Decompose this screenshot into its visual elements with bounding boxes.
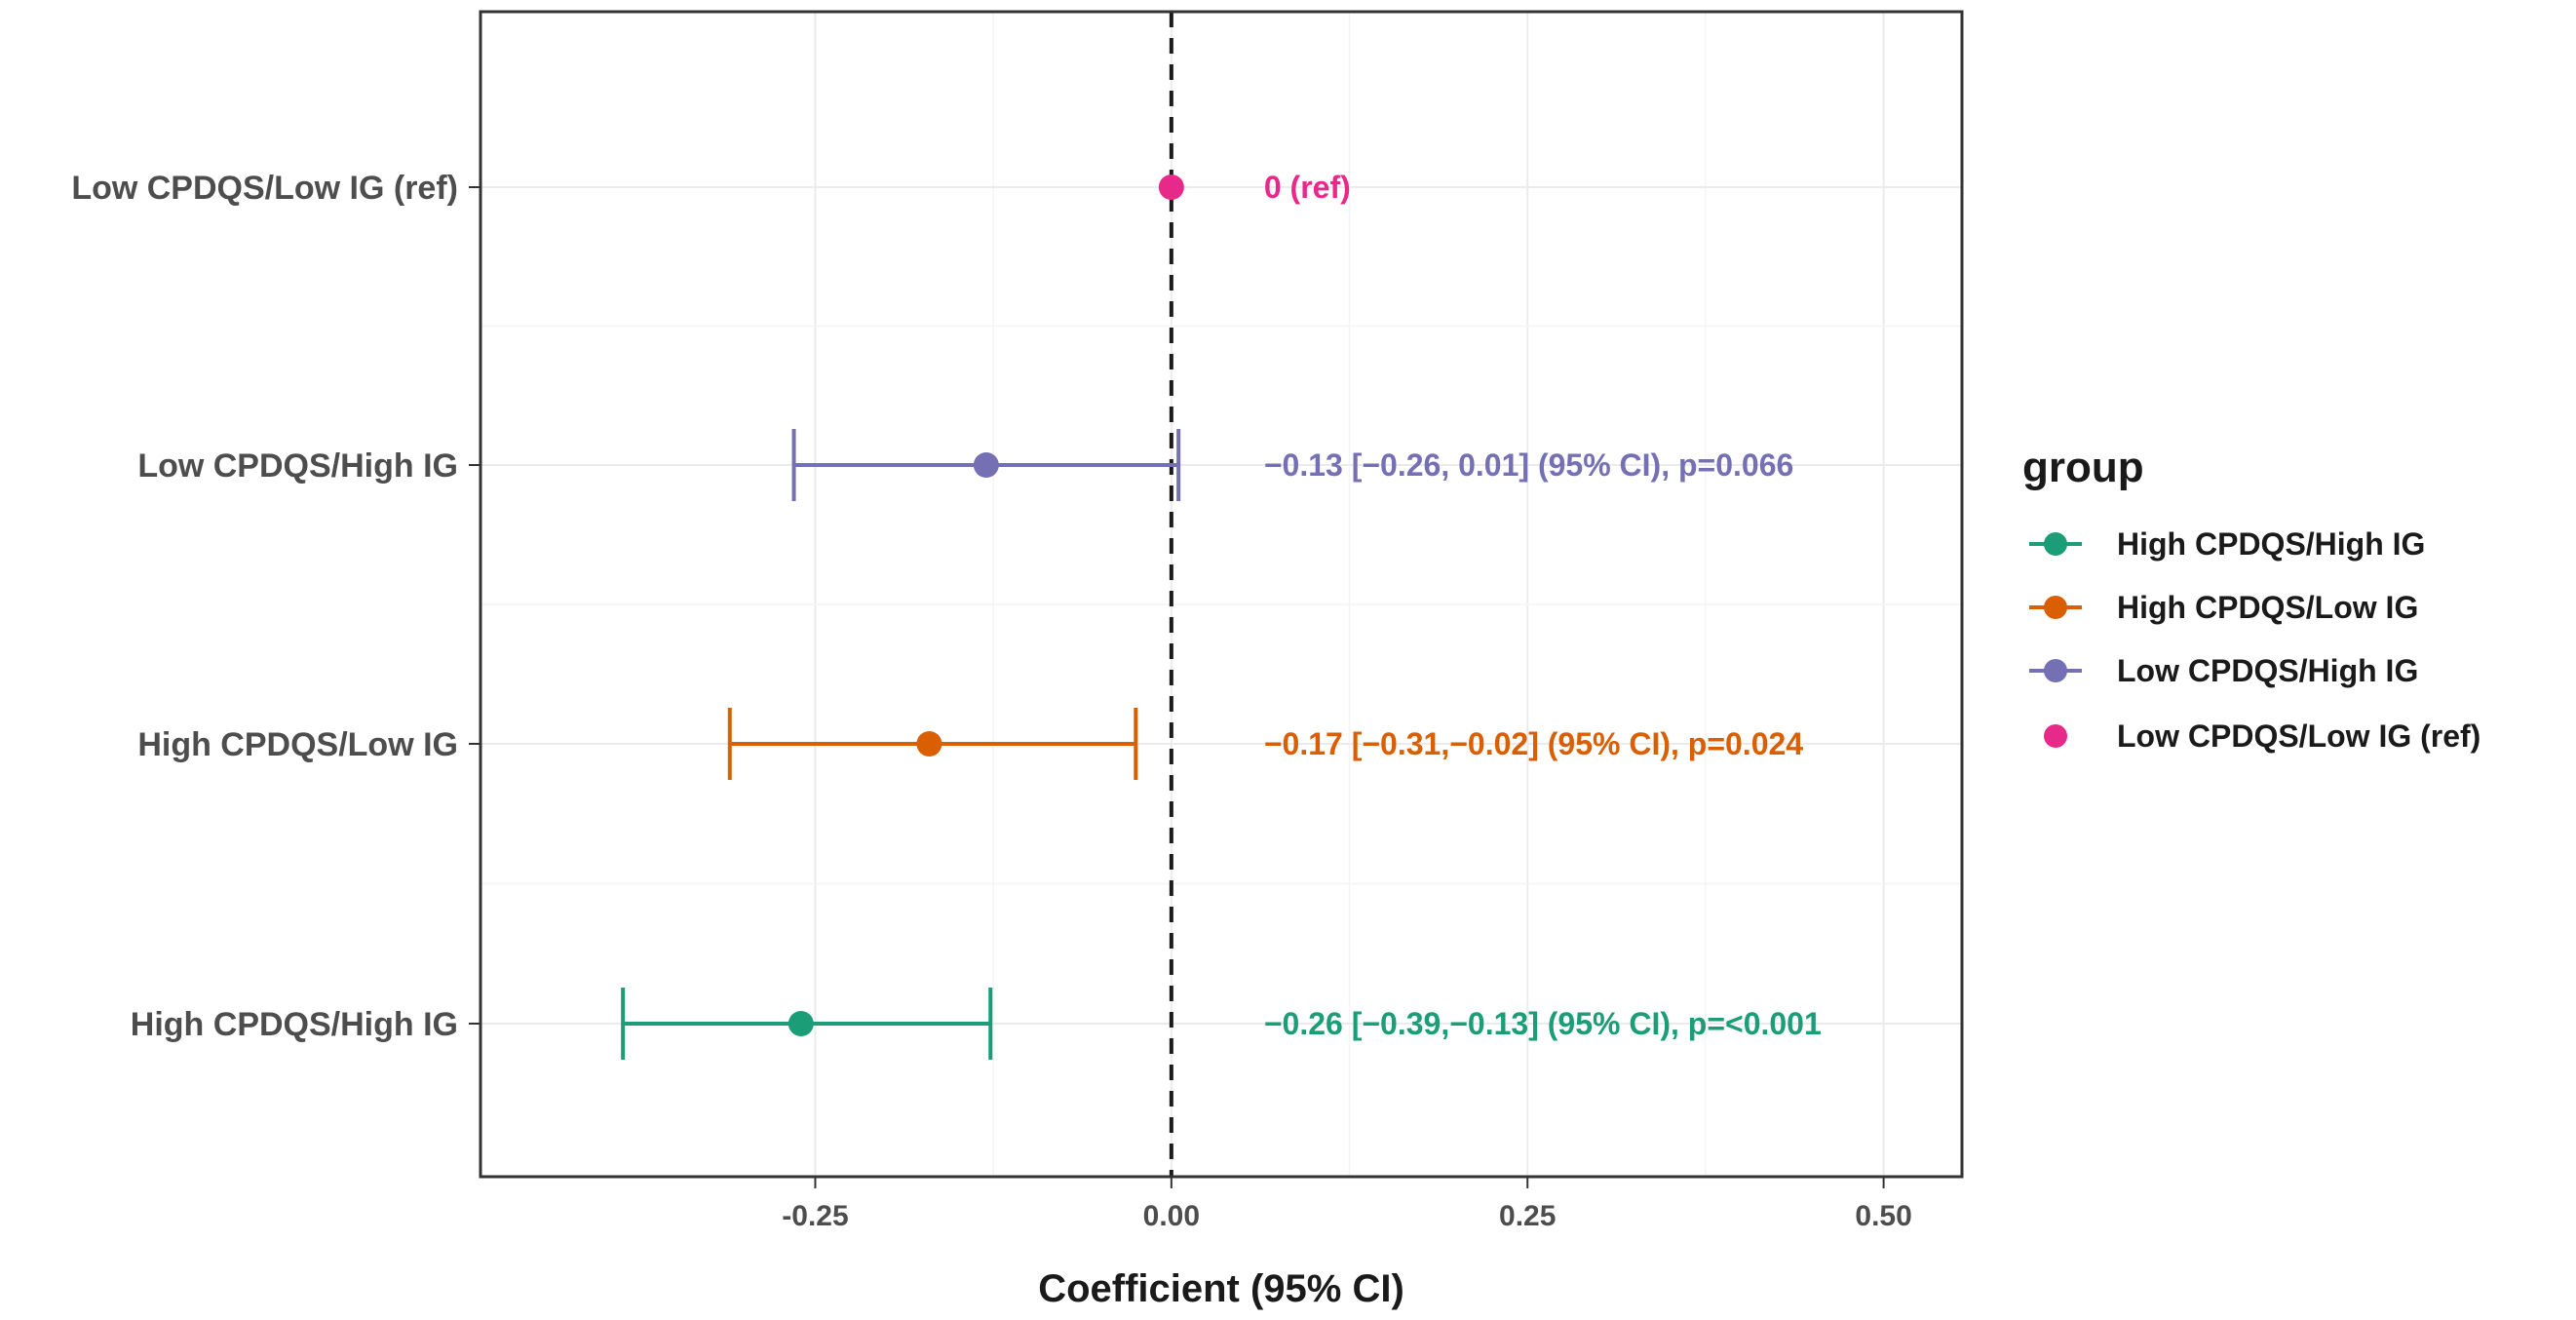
y-tick-label: High CPDQS/Low IG <box>137 726 458 763</box>
x-tick-label: -0.25 <box>782 1200 848 1232</box>
legend-key-point <box>2044 724 2067 748</box>
x-tick-label: 0.50 <box>1855 1200 1911 1232</box>
x-axis-title: Coefficient (95% CI) <box>1038 1267 1404 1310</box>
legend-key-point <box>2044 659 2067 682</box>
estimate-point <box>1158 175 1184 200</box>
x-tick-label: 0.25 <box>1499 1200 1556 1232</box>
legend: High CPDQS/High IG High CPDQS/Low IG Low C… <box>2029 526 2480 754</box>
estimate-annotation: −0.17 [−0.31,−0.02] (95% CI), p=0.024 <box>1264 726 1803 761</box>
estimate-annotation: 0 (ref) <box>1264 170 1351 205</box>
plot-panel <box>481 12 1962 1177</box>
legend-key-point <box>2044 596 2067 619</box>
x-tick-label: 0.00 <box>1143 1200 1200 1232</box>
y-tick-label: Low CPDQS/Low IG (ref) <box>71 170 458 207</box>
estimate-annotation: −0.13 [−0.26, 0.01] (95% CI), p=0.066 <box>1264 447 1793 483</box>
estimate-point <box>973 452 999 478</box>
x-axis-ticks: -0.25 0.00 0.25 0.50 <box>782 1177 1912 1232</box>
legend-key-point <box>2044 532 2067 556</box>
estimate-point <box>916 731 942 757</box>
estimate-point <box>788 1011 814 1036</box>
legend-label: Low CPDQS/High IG <box>2117 653 2418 688</box>
grid-lines <box>481 12 1962 1177</box>
y-tick-label: Low CPDQS/High IG <box>137 447 458 485</box>
legend-label: High CPDQS/Low IG <box>2117 590 2418 625</box>
plot-border <box>479 10 1964 1179</box>
legend-title: group <box>2022 444 2144 491</box>
legend-label: Low CPDQS/Low IG (ref) <box>2117 718 2480 754</box>
legend-label: High CPDQS/High IG <box>2117 526 2425 562</box>
y-tick-label: High CPDQS/High IG <box>131 1006 458 1043</box>
estimate-annotation: −0.26 [−0.39,−0.13] (95% CI), p=<0.001 <box>1264 1006 1822 1041</box>
y-axis-labels: Low CPDQS/Low IG (ref) Low CPDQS/High IG H… <box>71 170 481 1043</box>
data-marks: 0 (ref) −0.13 [−0.26, 0.01] (95% CI), p=0… <box>621 170 1822 1061</box>
